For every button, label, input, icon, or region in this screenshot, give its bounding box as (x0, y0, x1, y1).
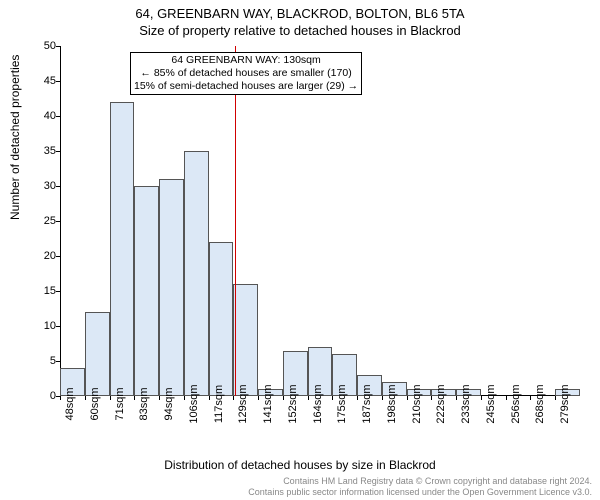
annotation-line: ← 85% of detached houses are smaller (17… (134, 67, 358, 80)
y-tick-label: 15 (26, 285, 56, 297)
y-tick-label: 0 (26, 390, 56, 402)
bar (159, 179, 184, 396)
bar (184, 151, 209, 396)
annotation-box: 64 GREENBARN WAY: 130sqm← 85% of detache… (130, 52, 362, 95)
x-tick-label: 164sqm (312, 384, 324, 423)
x-tick-label: 268sqm (534, 384, 546, 423)
footer: Contains HM Land Registry data © Crown c… (0, 476, 592, 498)
x-tick-label: 71sqm (114, 387, 126, 420)
y-tick-label: 50 (26, 40, 56, 52)
title-sub: Size of property relative to detached ho… (0, 21, 600, 38)
y-tick-label: 40 (26, 110, 56, 122)
y-tick-label: 35 (26, 145, 56, 157)
x-tick-label: 245sqm (485, 384, 497, 423)
y-tick-label: 25 (26, 215, 56, 227)
x-tick-label: 210sqm (411, 384, 423, 423)
annotation-line: 64 GREENBARN WAY: 130sqm (134, 54, 358, 67)
y-tick-label: 10 (26, 320, 56, 332)
x-tick-label: 106sqm (188, 384, 200, 423)
x-tick-label: 256sqm (510, 384, 522, 423)
bar (85, 312, 110, 396)
x-tick-label: 152sqm (287, 384, 299, 423)
x-tick-label: 60sqm (89, 387, 101, 420)
title-main: 64, GREENBARN WAY, BLACKROD, BOLTON, BL6… (0, 0, 600, 21)
bar (110, 102, 135, 396)
footer-line1: Contains HM Land Registry data © Crown c… (0, 476, 592, 487)
annotation-line: 15% of semi-detached houses are larger (… (134, 80, 358, 93)
reference-line (235, 46, 236, 396)
x-tick-label: 175sqm (336, 384, 348, 423)
x-tick-label: 141sqm (262, 384, 274, 423)
y-axis-label: Number of detached properties (8, 55, 22, 220)
plot: 0510152025303540455048sqm60sqm71sqm83sqm… (60, 46, 580, 396)
y-tick-label: 5 (26, 355, 56, 367)
x-tick-label: 83sqm (138, 387, 150, 420)
x-tick-label: 198sqm (386, 384, 398, 423)
y-tick-label: 45 (26, 75, 56, 87)
x-tick-label: 187sqm (361, 384, 373, 423)
x-tick-label: 222sqm (435, 384, 447, 423)
x-tick-label: 233sqm (460, 384, 472, 423)
chart-area: 0510152025303540455048sqm60sqm71sqm83sqm… (60, 46, 580, 396)
x-tick-label: 94sqm (163, 387, 175, 420)
x-axis-label: Distribution of detached houses by size … (0, 458, 600, 472)
y-tick-label: 30 (26, 180, 56, 192)
y-tick-label: 20 (26, 250, 56, 262)
footer-line2: Contains public sector information licen… (0, 487, 592, 498)
bar (134, 186, 159, 396)
x-tick-label: 129sqm (237, 384, 249, 423)
x-tick-label: 117sqm (213, 385, 225, 423)
bar (233, 284, 258, 396)
x-tick-label: 48sqm (64, 387, 76, 420)
chart-container: 64, GREENBARN WAY, BLACKROD, BOLTON, BL6… (0, 0, 600, 500)
bar (209, 242, 234, 396)
x-tick-label: 279sqm (559, 384, 571, 423)
